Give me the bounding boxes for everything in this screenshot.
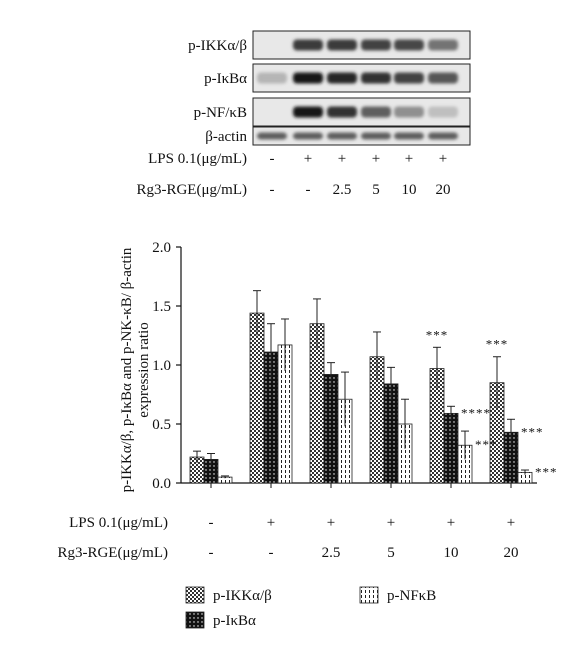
condition-value: 2.5 [322,545,341,561]
legend-item: p-IκBα [185,611,256,629]
legend-label: p-IKKα/β [213,588,272,604]
legend-item: p-IKKα/β [185,586,272,604]
blot-band [293,132,323,140]
western-blot-panel: p-IKKα/β p-IκBα p-NF/κB β-actin LPS 0.1(μg/… [136,30,471,198]
bar [323,374,339,484]
significance-label: *** [486,337,509,352]
condition-value: + [387,515,395,531]
blot-band [327,106,357,118]
blot-band [327,72,357,84]
blot-condition-value: + [304,151,312,167]
blot-band [361,132,391,140]
y-axis-label-line2: expression ratio [136,322,152,417]
significance-label: *** [521,424,544,439]
legend-swatch [185,586,205,604]
blot-band [428,132,458,140]
significance-label: *** [475,437,498,452]
blot-band [257,132,287,140]
condition-label: Rg3-RGE(μg/mL) [57,545,168,561]
blot-row: β-actin [205,126,471,146]
blot-row-label: p-IKKα/β [188,38,247,54]
blot-condition-value: 10 [402,182,417,198]
legend-item: p-NFκB [359,586,436,604]
blot-band [394,72,424,84]
y-tick-label: 0.0 [152,476,171,492]
blot-band [293,106,323,118]
chart-bars: ******************* [189,290,558,484]
blot-band [293,72,323,84]
blot-condition-value: + [372,151,380,167]
significance-label: *** [426,327,449,342]
blot-band [361,39,391,51]
blot-row-label: p-IκBα [204,71,247,87]
condition-value: 5 [387,545,395,561]
blot-band [428,72,458,84]
bar [249,312,265,484]
condition-value: - [269,545,274,561]
blot-band [257,72,287,84]
blot-row-label: p-NF/κB [194,105,247,121]
blot-condition-value: 20 [436,182,451,198]
blot-band [394,39,424,51]
significance-label: *** [535,464,558,479]
condition-value: - [209,545,214,561]
blot-band [394,106,424,118]
blot-band [428,106,458,118]
blot-row: p-IKKα/β [188,30,471,60]
blot-condition-value: - [306,182,311,198]
legend-label: p-IκBα [213,613,256,629]
blot-band [327,39,357,51]
condition-label: LPS 0.1(μg/mL) [69,515,168,531]
blot-condition-value: + [405,151,413,167]
blot-condition-label: LPS 0.1(μg/mL) [148,151,247,167]
blot-row-label: β-actin [205,129,247,145]
blot-band [361,72,391,84]
blot-condition-value: 2.5 [333,182,352,198]
blot-band [361,106,391,118]
legend-label: p-NFκB [387,588,436,604]
y-tick-label: 1.5 [152,299,171,315]
condition-value: 10 [444,545,459,561]
legend-swatch [185,611,205,629]
condition-value: - [209,515,214,531]
condition-value: + [507,515,515,531]
y-tick-label: 0.5 [152,417,171,433]
condition-value: + [447,515,455,531]
blot-condition-label: Rg3-RGE(μg/mL) [136,182,247,198]
y-axis-label-line1: p-IKKα/β, p-IκBα and p-NK-κB/ β-actin [119,247,135,492]
y-tick-label: 1.0 [152,358,171,374]
blot-row: p-IκBα [204,63,471,93]
bar [443,412,459,484]
blot-band [428,39,458,51]
blot-band [293,39,323,51]
condition-value: + [327,515,335,531]
condition-value: + [267,515,275,531]
blot-band [327,132,357,140]
blot-condition-value: + [338,151,346,167]
chart-conditions: LPS 0.1(μg/mL) - + + + + + Rg3-RGE(μg/mL) - - 2.5 5… [57,515,518,561]
significance-label: **** [461,405,491,420]
blot-band [394,132,424,140]
blot-condition-value: - [270,182,275,198]
blot-condition-value: 5 [372,182,380,198]
chart-axes: 0.0 0.5 1.0 1.5 2.0 [152,240,537,492]
blot-condition-value: + [439,151,447,167]
y-tick-label: 2.0 [152,240,171,256]
condition-value: 20 [504,545,519,561]
blot-row: p-NF/κB [194,97,471,127]
legend: p-IKKα/β p-IκBα p-NFκB [185,586,436,629]
legend-swatch [359,586,379,604]
blot-condition-value: - [270,151,275,167]
